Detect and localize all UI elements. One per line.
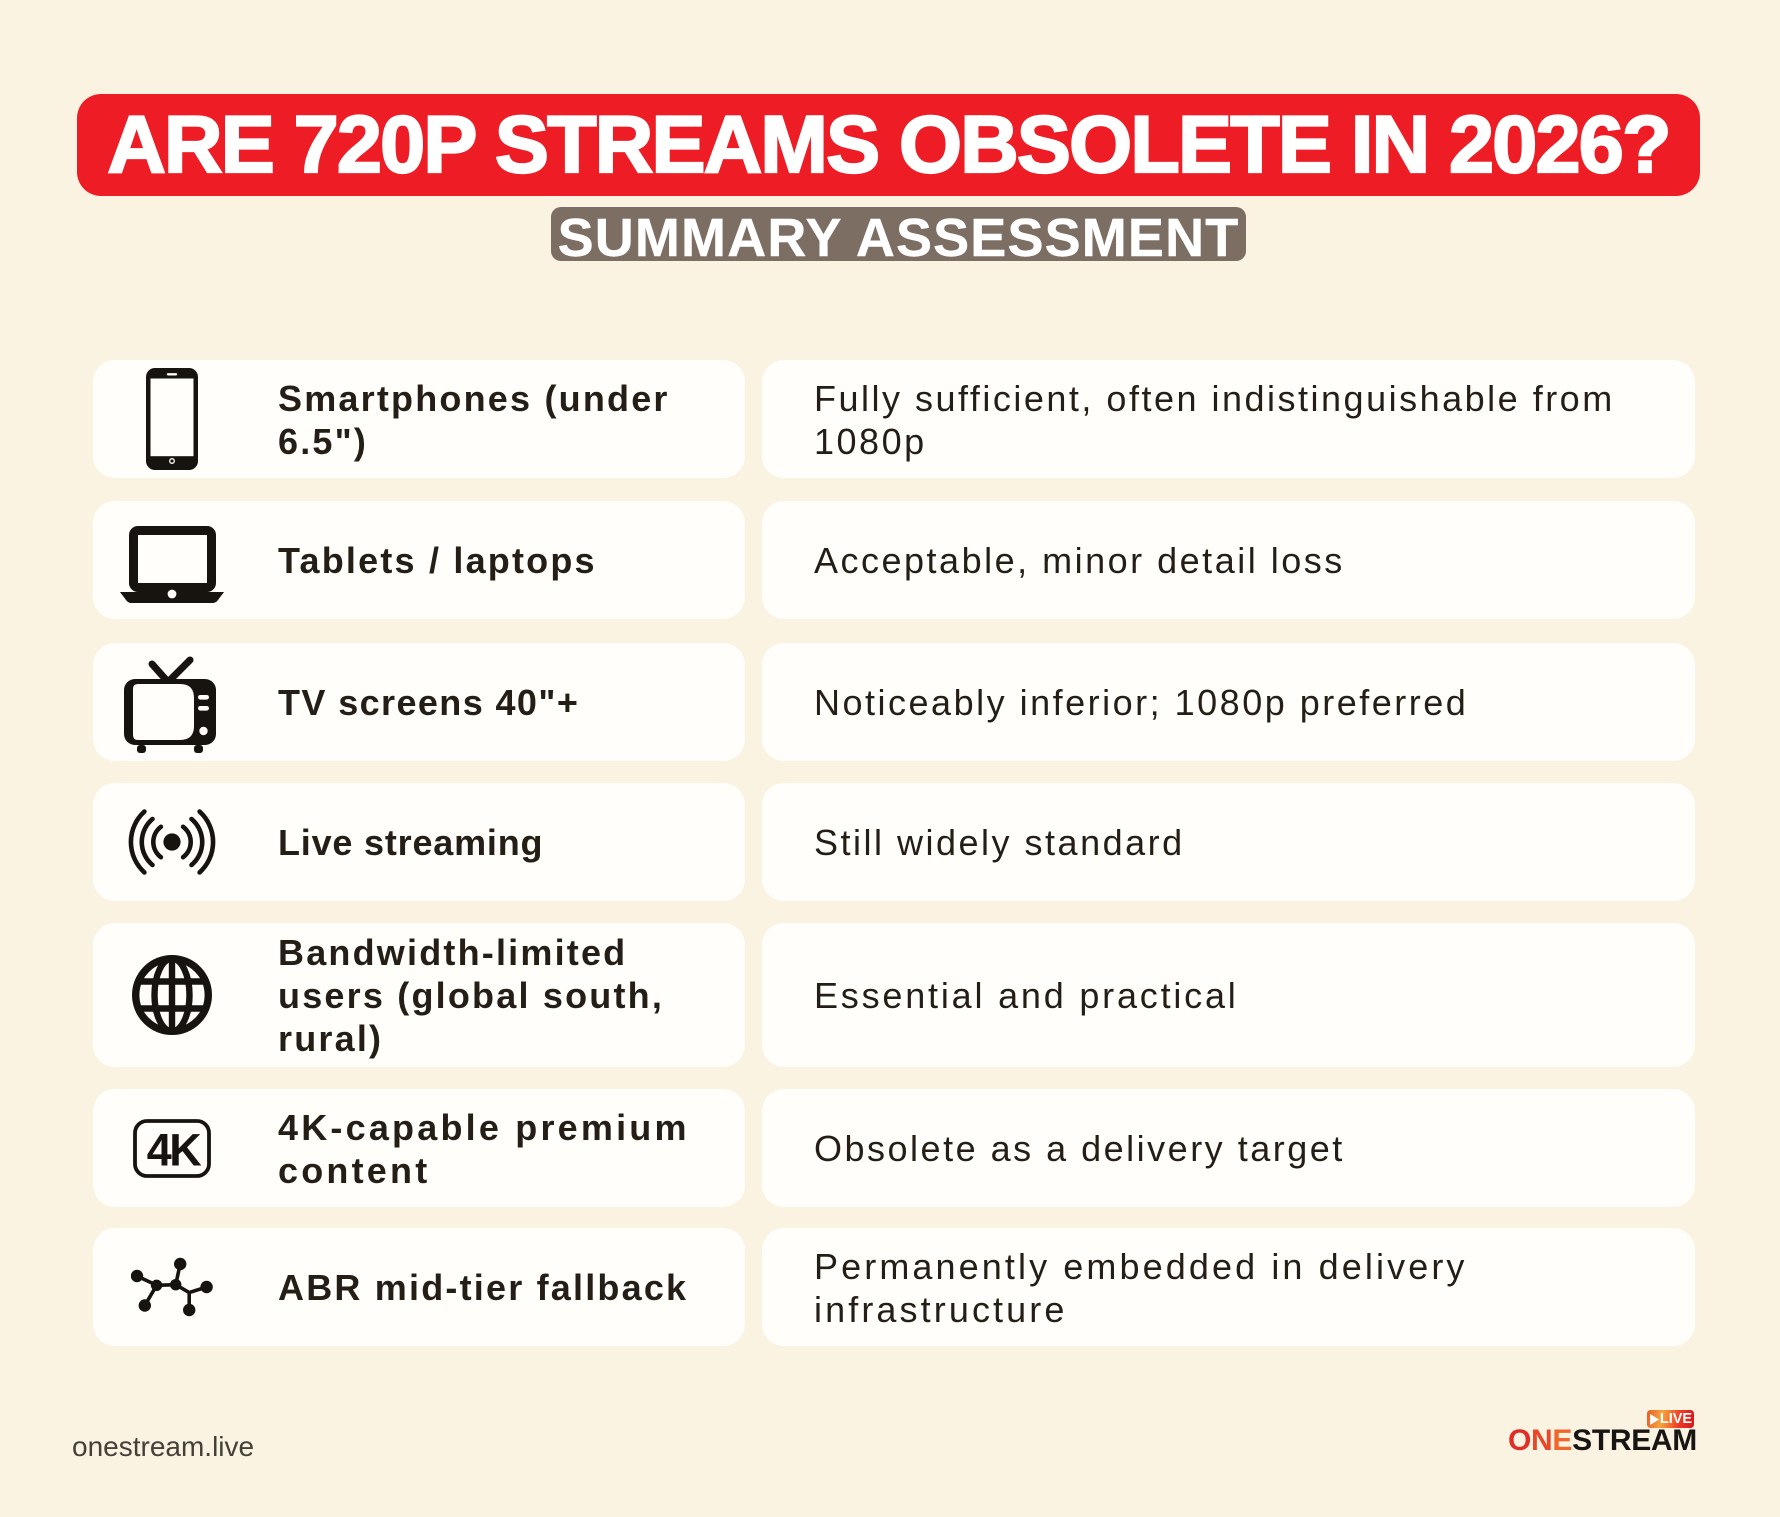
svg-text:4K: 4K [147, 1124, 203, 1175]
